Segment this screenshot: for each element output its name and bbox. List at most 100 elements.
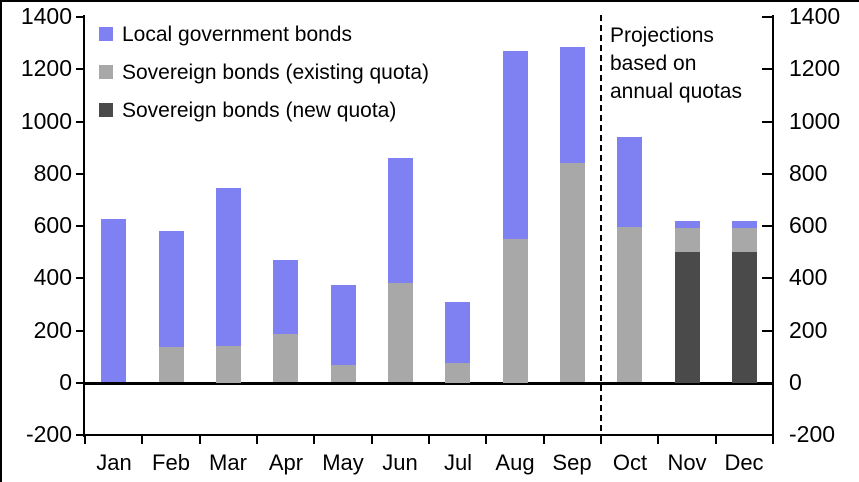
x-axis-tick — [141, 436, 143, 444]
y-axis-tick-left — [76, 68, 83, 70]
annotation-line: Projections — [610, 24, 714, 47]
y-axis-label-right: 800 — [789, 160, 828, 186]
y-axis-label-right: 400 — [789, 264, 828, 290]
y-axis-tick-left — [76, 173, 83, 175]
y-axis-left-line — [83, 15, 85, 437]
bar-may-local-government-bonds — [331, 285, 356, 365]
x-axis-label-mar: Mar — [209, 450, 247, 475]
bar-aug-sovereign-existing-quota — [503, 239, 528, 383]
y-axis-label-left: 1400 — [20, 3, 72, 29]
x-axis-tick — [657, 436, 659, 444]
bar-aug-local-government-bonds — [503, 51, 528, 239]
annotation-line: annual quotas — [610, 80, 742, 103]
x-axis-label-oct: Oct — [612, 450, 648, 475]
y-axis-label-right: 1200 — [789, 55, 841, 81]
bar-nov-sovereign-existing-quota — [675, 227, 700, 252]
projections-annotation: Projections based on annual quotas — [610, 22, 742, 106]
bar-oct-sovereign-existing-quota — [617, 227, 642, 382]
y-axis-label-left: 200 — [33, 317, 72, 343]
x-axis-label-jan: Jan — [96, 450, 132, 475]
legend-label: Sovereign bonds (new quota) — [122, 98, 397, 122]
y-axis-tick-right — [762, 121, 772, 123]
y-axis-label-right: 600 — [789, 212, 828, 238]
x-axis-label-jul: Jul — [443, 450, 473, 475]
y-axis-label-left: 800 — [33, 160, 72, 186]
y-axis-tick-right — [762, 382, 772, 384]
x-axis-label-dec: Dec — [724, 450, 764, 475]
y-axis-label-right: 0 — [789, 369, 802, 395]
bar-apr-local-government-bonds — [273, 260, 298, 334]
legend-label: Local government bonds — [122, 22, 352, 46]
bar-dec-local-government-bonds — [732, 221, 757, 228]
bar-feb-sovereign-existing-quota — [159, 347, 184, 382]
x-axis-label-may: May — [322, 450, 364, 475]
y-axis-tick-left — [76, 434, 83, 436]
x-axis-tick — [313, 436, 315, 444]
bar-sep-sovereign-existing-quota — [560, 163, 585, 382]
legend-label: Sovereign bonds (existing quota) — [122, 60, 430, 84]
bar-nov-sovereign-new-quota — [675, 252, 700, 383]
projections-divider-dashed-line — [600, 15, 602, 435]
bar-jan-local-government-bonds — [101, 219, 126, 382]
legend-item-sovereign-existing-quota: Sovereign bonds (existing quota) — [99, 62, 429, 83]
y-axis-tick-right — [762, 68, 772, 70]
x-axis-tick — [543, 436, 545, 444]
bar-jun-sovereign-existing-quota — [388, 283, 413, 382]
y-axis-tick-right — [762, 330, 772, 332]
bar-jul-local-government-bonds — [445, 302, 470, 363]
y-axis-label-left: 400 — [33, 264, 72, 290]
zero-line — [85, 382, 773, 385]
x-axis-tick — [199, 436, 201, 444]
x-axis-label-apr: Apr — [268, 450, 304, 475]
x-axis-label-jun: Jun — [382, 450, 418, 475]
y-axis-tick-left — [76, 277, 83, 279]
x-axis-label-aug: Aug — [495, 450, 535, 475]
x-axis-tick — [485, 436, 487, 444]
y-axis-label-left: -200 — [25, 421, 72, 447]
x-axis-label-nov: Nov — [667, 450, 707, 475]
bar-jul-sovereign-existing-quota — [445, 363, 470, 383]
x-axis-label-feb: Feb — [152, 450, 190, 475]
bar-mar-local-government-bonds — [216, 188, 241, 346]
top-border-line — [0, 0, 859, 2]
bar-jun-local-government-bonds — [388, 158, 413, 283]
y-axis-tick-left — [76, 330, 83, 332]
legend-swatch-local-government-bonds — [99, 27, 113, 41]
bar-apr-sovereign-existing-quota — [273, 334, 298, 382]
y-axis-label-left: 1000 — [20, 108, 72, 134]
legend-item-local-government-bonds: Local government bonds — [99, 24, 352, 45]
x-axis-tick — [428, 436, 430, 444]
y-axis-tick-right — [762, 173, 772, 175]
bar-mar-sovereign-existing-quota — [216, 346, 241, 383]
y-axis-right-line — [772, 15, 774, 437]
x-axis-tick — [256, 436, 258, 444]
y-axis-tick-left — [76, 225, 83, 227]
bar-dec-sovereign-existing-quota — [732, 227, 757, 252]
y-axis-label-right: -200 — [789, 421, 836, 447]
y-axis-label-left: 0 — [59, 369, 72, 395]
left-border-line — [0, 0, 2, 482]
x-axis-tick — [600, 436, 602, 444]
y-axis-label-right: 200 — [789, 317, 828, 343]
y-axis-label-right: 1400 — [789, 3, 841, 29]
bar-nov-local-government-bonds — [675, 221, 700, 228]
x-axis-tick — [772, 436, 774, 444]
x-axis-tick — [371, 436, 373, 444]
y-axis-tick-right — [762, 225, 772, 227]
bar-may-sovereign-existing-quota — [331, 364, 356, 382]
x-axis-tick — [84, 436, 86, 444]
legend-swatch-sovereign-new-quota — [99, 103, 113, 117]
annotation-line: based on — [610, 52, 697, 75]
bar-sep-local-government-bonds — [560, 47, 585, 163]
y-axis-tick-right — [762, 16, 772, 18]
x-axis-line — [83, 434, 774, 436]
y-axis-tick-right — [762, 434, 772, 436]
bar-dec-sovereign-new-quota — [732, 252, 757, 383]
y-axis-tick-left — [76, 16, 83, 18]
x-axis-label-sep: Sep — [552, 450, 592, 475]
y-axis-tick-left — [76, 382, 83, 384]
bar-oct-local-government-bonds — [617, 137, 642, 227]
y-axis-tick-right — [762, 277, 772, 279]
